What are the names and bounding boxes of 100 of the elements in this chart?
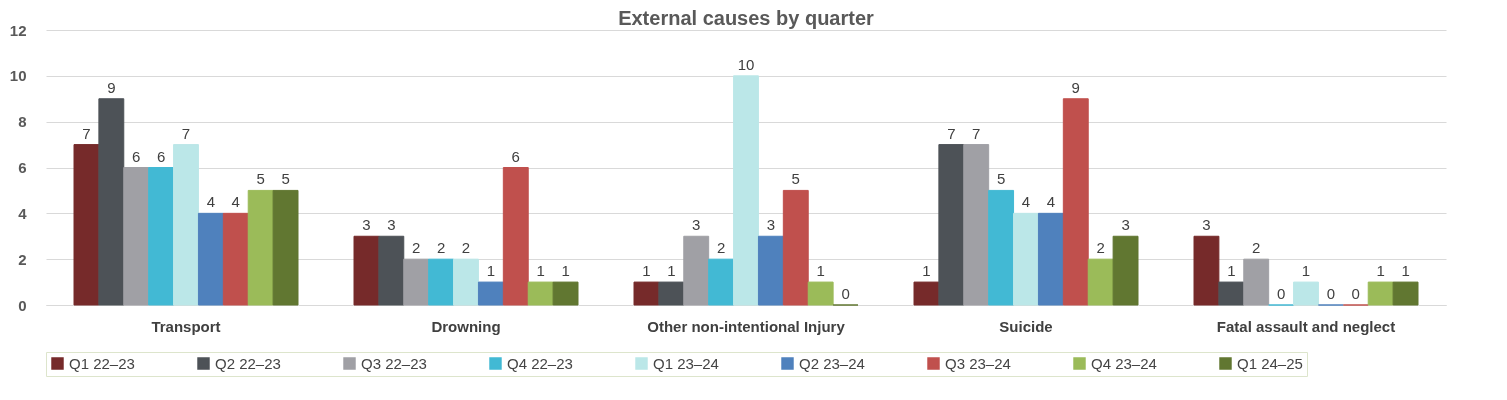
bar xyxy=(378,235,405,306)
data-label: 7 xyxy=(82,124,91,142)
data-label: 6 xyxy=(156,147,166,165)
data-label: 3 xyxy=(692,216,701,234)
data-label: 7 xyxy=(181,124,191,142)
data-label: 1 xyxy=(667,262,676,280)
legend-label: Q2 22–23 xyxy=(215,354,281,372)
bar xyxy=(403,258,430,306)
y-tick-label: 4 xyxy=(18,204,28,222)
data-label: 1 xyxy=(1376,262,1385,280)
x-tick-label: Suicide xyxy=(999,317,1053,335)
x-tick-label: Drowning xyxy=(431,317,501,335)
bar xyxy=(938,144,965,306)
data-label: 6 xyxy=(132,147,141,165)
data-label: 0 xyxy=(841,285,850,302)
bar xyxy=(1013,212,1039,306)
bar xyxy=(782,189,809,306)
data-label: 5 xyxy=(996,170,1006,188)
data-label: 2 xyxy=(436,239,446,257)
y-tick-label: 2 xyxy=(18,250,27,268)
legend-label: Q1 23–24 xyxy=(653,354,719,372)
bar xyxy=(353,235,380,306)
bar xyxy=(552,281,579,306)
bar xyxy=(963,144,990,306)
bar xyxy=(453,258,479,306)
data-label: 2 xyxy=(1096,239,1105,257)
bar xyxy=(197,212,224,306)
data-label: 3 xyxy=(362,216,371,234)
data-label: 4 xyxy=(231,193,240,211)
bar xyxy=(1367,281,1394,306)
data-label: 1 xyxy=(486,262,496,280)
legend-label: Q3 22–23 xyxy=(361,354,427,372)
data-label: 3 xyxy=(766,216,776,234)
bar xyxy=(683,235,710,306)
data-label: 3 xyxy=(387,216,396,234)
legend-label: Q3 23–24 xyxy=(945,354,1011,372)
bar xyxy=(148,167,175,306)
data-label: 9 xyxy=(107,78,116,96)
data-label: 0 xyxy=(1276,285,1286,302)
bar xyxy=(1218,281,1245,306)
bar xyxy=(658,281,685,306)
bar xyxy=(477,281,504,306)
x-tick-label: Fatal assault and neglect xyxy=(1216,317,1396,335)
bar xyxy=(272,189,299,306)
chart-title: External causes by quarter xyxy=(618,7,875,29)
data-label: 1 xyxy=(642,262,651,280)
bar xyxy=(633,281,660,306)
bar xyxy=(757,235,784,306)
bar xyxy=(222,212,249,306)
legend-label: Q4 23–24 xyxy=(1091,354,1157,372)
data-label: 2 xyxy=(461,239,471,257)
data-label: 3 xyxy=(1121,216,1130,234)
bar xyxy=(502,167,529,306)
bar xyxy=(1193,235,1220,306)
data-label: 4 xyxy=(206,193,216,211)
bar xyxy=(123,167,150,306)
y-tick-label: 0 xyxy=(18,296,27,314)
bar xyxy=(1087,258,1114,306)
data-label: 1 xyxy=(1227,262,1236,280)
bar xyxy=(913,281,940,306)
data-label: 1 xyxy=(1301,262,1311,280)
legend-label: Q1 24–25 xyxy=(1237,354,1303,372)
bar xyxy=(247,189,274,306)
data-label: 1 xyxy=(922,262,931,280)
bar xyxy=(173,144,199,306)
y-tick-label: 12 xyxy=(9,21,27,39)
data-label: 5 xyxy=(256,170,265,188)
bar xyxy=(1112,235,1139,306)
x-tick-label: Other non-intentional Injury xyxy=(647,317,846,335)
data-label: 4 xyxy=(1046,193,1056,211)
data-label: 3 xyxy=(1202,216,1211,234)
bar xyxy=(98,98,125,306)
data-label: 1 xyxy=(536,262,545,280)
data-label: 2 xyxy=(412,239,421,257)
bar xyxy=(527,281,554,306)
bar xyxy=(708,258,735,306)
bar xyxy=(1062,98,1089,306)
bar xyxy=(988,189,1015,306)
data-label: 1 xyxy=(816,262,825,280)
legend-label: Q1 22–23 xyxy=(69,354,135,372)
data-label: 0 xyxy=(1351,285,1360,302)
data-label: 9 xyxy=(1071,78,1080,96)
y-tick-label: 8 xyxy=(18,113,27,131)
data-label: 7 xyxy=(972,124,981,142)
data-label: 5 xyxy=(791,170,800,188)
data-label: 0 xyxy=(1326,285,1336,302)
data-label: 1 xyxy=(561,262,570,280)
data-label: 6 xyxy=(511,147,520,165)
data-label: 7 xyxy=(947,124,956,142)
data-label: 5 xyxy=(281,170,290,188)
legend-label: Q2 23–24 xyxy=(799,354,865,372)
data-label: 1 xyxy=(1401,262,1410,280)
data-label: 10 xyxy=(737,55,755,73)
bar xyxy=(1037,212,1064,306)
bar xyxy=(807,281,834,306)
data-label: 4 xyxy=(1021,193,1031,211)
bar xyxy=(1392,281,1419,306)
bar xyxy=(1293,281,1319,306)
x-tick-label: Transport xyxy=(151,317,221,335)
bar xyxy=(428,258,455,306)
